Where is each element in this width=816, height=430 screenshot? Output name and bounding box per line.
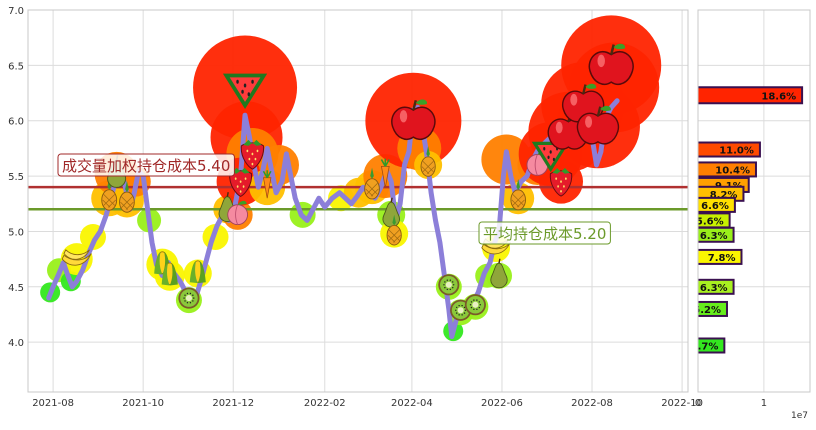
distribution-bar [698,300,728,317]
banana-icon [61,249,92,266]
kiwi-icon [464,294,486,316]
x-tick-label: 2022-06 [481,398,523,409]
x-tick-label: 2021-12 [212,398,254,409]
bar-value-label: 8.2% [710,190,738,201]
cost-lines [28,185,688,211]
bar-value-label: 6.3% [700,231,728,242]
distribution-bar [698,141,761,158]
y-tick-label: 5.5 [8,172,24,183]
x-tick-label: 2022-08 [571,398,613,409]
pear-icon [490,258,508,289]
x-tick-label: 2021-10 [122,398,164,409]
bar-value-label: 6.3% [700,283,728,294]
kiwi-icon [438,274,460,296]
cost-label-text: 成交量加权持仓成本5.40 [62,157,230,175]
strawberry-icon [229,167,253,198]
kiwi-icon [178,287,200,309]
pineapple-icon [364,167,380,200]
pineapple-icon [119,180,135,213]
peach-icon [227,200,249,225]
axis-ticks: 4.0 4.5 5.0 5.5 6.0 6.5 7.0 2021-08 2021-10 2021-… [8,6,808,421]
strawberry-icon [549,167,573,197]
side-scale-label: 1e7 [791,411,808,421]
distribution-bar [698,248,743,265]
pineapple-icon [386,214,402,246]
apple-icon [576,105,620,145]
distribution-bar [698,337,726,354]
bar-value-label: 4.7% [691,341,719,352]
bar-value-label: 5.6% [696,216,724,227]
y-tick-label: 7.0 [8,6,24,17]
corn-icon [161,262,178,286]
y-tick-label: 6.0 [8,117,24,128]
main-plot-frame [27,9,689,393]
side-x-tick-label: 1 [761,398,767,409]
bar-value-label: 18.6% [761,91,796,102]
bar-value-label: 5.2% [693,305,721,316]
corn-icon [189,260,206,284]
bar-value-label: 10.4% [715,165,750,176]
axes-frames [27,9,811,393]
x-tick-label: 2022-04 [391,398,433,409]
x-tick-label: 2021-08 [32,398,74,409]
cost-label-box [57,153,235,177]
side-x-tick-label: 0 [695,398,701,409]
carrot-icon [262,170,272,199]
distribution-bar [698,226,735,243]
distribution-bar [698,278,735,295]
y-tick-label: 5.0 [8,227,24,238]
pineapple-icon [420,146,436,177]
y-tick-label: 4.0 [8,338,24,349]
bar-value-label: 6.6% [701,201,729,212]
distribution-bar [698,196,736,213]
distribution-bar [698,86,804,105]
bar-value-label: 7.8% [708,253,736,264]
bar-value-label: 11.0% [719,146,754,157]
x-tick-label: 2022-10 [661,398,703,409]
side-plot-frame [697,9,811,393]
y-tick-label: 6.5 [8,61,24,72]
distribution-bars: 18.6%11.0%10.4%9.1%8.2%6.6%5.6%6.3%7.8%6… [691,86,804,354]
cost-label-box [478,221,611,245]
strawberry-icon [240,139,265,170]
cost-labels: 成交量加权持仓成本5.40 平均持仓成本5.20 [57,153,611,245]
pineapple-icon [510,178,526,211]
apple-icon [588,43,634,85]
x-tick-label: 2022-02 [304,398,346,409]
distribution-bar [698,161,757,178]
y-tick-label: 4.5 [8,283,24,294]
carrot-icon [380,158,390,188]
cost-label-text: 平均持仓成本5.20 [483,225,606,243]
apple-icon [391,99,436,140]
watermelon-icon [222,73,268,110]
